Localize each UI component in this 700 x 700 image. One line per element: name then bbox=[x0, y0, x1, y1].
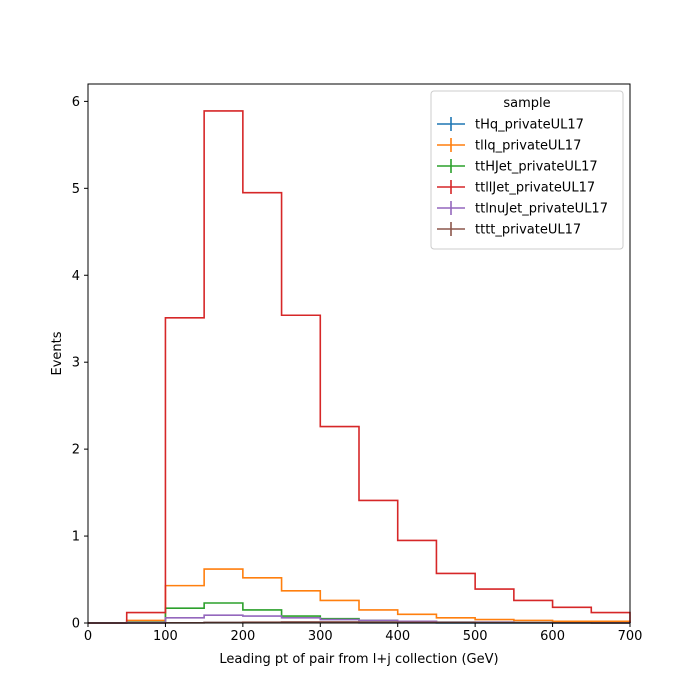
x-tick-label: 300 bbox=[308, 629, 333, 644]
legend: sample tHq_privateUL17 tllq_privateUL17tt… bbox=[430, 90, 624, 250]
y-tick-label: 6 bbox=[72, 95, 80, 110]
x-tick-label: 500 bbox=[463, 629, 488, 644]
x-axis-label: Leading pt of pair from l+j collection (… bbox=[219, 652, 498, 667]
legend-title: sample bbox=[503, 96, 550, 111]
legend-items: tHq_privateUL17 tllq_privateUL17 ttHJet_pr… bbox=[437, 117, 608, 238]
x-tick-label: 400 bbox=[385, 629, 410, 644]
legend-label: ttlnuJet_privateUL17 bbox=[475, 202, 608, 217]
x-tick-label: 200 bbox=[230, 629, 255, 644]
legend-label: tHq_privateUL17 bbox=[475, 118, 584, 133]
legend-label: ttllJet_privateUL17 bbox=[475, 181, 595, 196]
plot-frame bbox=[87, 83, 631, 624]
x-tick-label: 700 bbox=[618, 629, 643, 644]
legend-item: tHq_privateUL17 bbox=[437, 117, 584, 133]
legend-label: tttt_privateUL17 bbox=[475, 223, 581, 238]
x-tick-label: 0 bbox=[84, 629, 92, 644]
legend-box bbox=[430, 90, 624, 250]
x-axis-ticks: 0 100 200 300 400 500 600 700 bbox=[84, 623, 643, 644]
y-tick-label: 5 bbox=[72, 182, 80, 197]
x-tick-label: 600 bbox=[540, 629, 565, 644]
legend-item: tttt_privateUL17 bbox=[437, 222, 581, 238]
y-axis-label: Events bbox=[50, 331, 65, 375]
legend-label: tllq_privateUL17 bbox=[475, 139, 581, 154]
legend-item: ttlnuJet_privateUL17 bbox=[437, 201, 608, 217]
series-line-3 bbox=[88, 110, 631, 624]
y-tick-label: 3 bbox=[72, 356, 80, 371]
y-tick-label: 1 bbox=[72, 530, 80, 545]
legend-label: ttHJet_privateUL17 bbox=[475, 160, 598, 175]
y-tick-label: 0 bbox=[72, 617, 80, 632]
series-line-1 bbox=[88, 568, 631, 624]
y-tick-label: 4 bbox=[72, 269, 80, 284]
y-tick-label: 2 bbox=[72, 443, 80, 458]
legend-item: ttllJet_privateUL17 bbox=[437, 180, 595, 196]
y-axis-ticks: 0 1 2 3 4 5 6 bbox=[72, 95, 88, 632]
legend-item: tllq_privateUL17 bbox=[437, 138, 581, 154]
x-tick-label: 100 bbox=[153, 629, 178, 644]
legend-item: ttHJet_privateUL17 bbox=[437, 159, 598, 175]
